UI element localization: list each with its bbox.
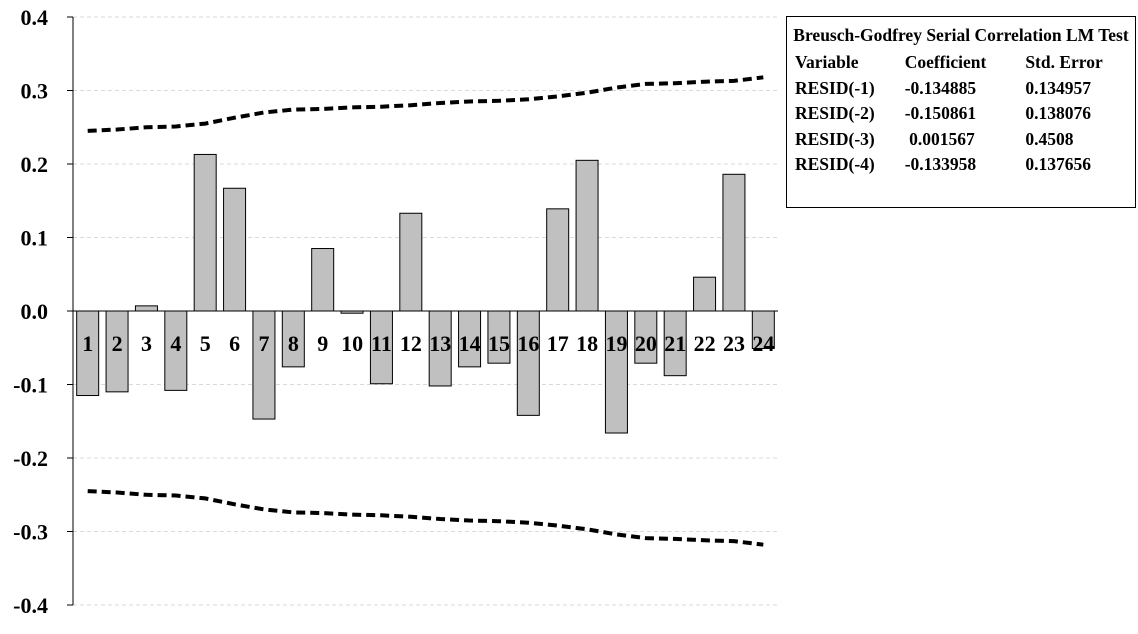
bar [458, 310, 482, 368]
y-tick-label: -0.2 [13, 446, 48, 471]
bar [693, 276, 717, 312]
x-tick-label: 11 [371, 331, 392, 356]
y-axis-ticks: 0.4 0.3 0.2 0.1 0.0 -0.1 -0.2 -0.3 -0.4 [13, 5, 73, 618]
x-tick-label: 12 [400, 331, 422, 356]
bar [634, 310, 658, 364]
bar [105, 310, 129, 393]
bar [76, 310, 100, 397]
x-axis-ticks: 1 2 3 4 5 6 7 8 9 10 11 12 13 14 15 16 17 18 19 20 21 22 23 24 [82, 331, 774, 356]
bar [311, 248, 335, 312]
confidence-bands [87, 75, 764, 547]
x-tick-label: 22 [694, 331, 716, 356]
stats-cell-coefficient: -0.133958 [904, 154, 977, 174]
y-tick-label: -0.4 [13, 593, 48, 618]
stats-row: RESID(-4) -0.133958 0.137656 [795, 152, 1135, 178]
stats-cell-variable: RESID(-1) [795, 77, 875, 98]
bar [369, 310, 393, 385]
x-tick-label: 17 [547, 331, 569, 356]
stats-header-std-error: Std. Error [1025, 52, 1103, 72]
stats-cell-variable: RESID(-3) [795, 128, 875, 149]
stats-header-variable: Variable [795, 52, 859, 72]
x-tick-label: 6 [229, 331, 240, 356]
stats-cell-coefficient: 0.001567 [904, 128, 975, 149]
stats-cell-std-error: 0.4508 [1025, 128, 1074, 149]
bar [663, 310, 687, 377]
stats-row: RESID(-2) -0.150861 0.138076 [795, 101, 1135, 127]
stats-cell-coefficient: -0.150861 [904, 103, 977, 123]
y-tick-label: 0.4 [21, 5, 49, 30]
stats-cell-std-error: 0.134957 [1025, 77, 1091, 98]
x-tick-label: 18 [576, 331, 598, 356]
x-tick-label: 24 [752, 331, 774, 356]
stats-cell-coefficient: -0.134885 [904, 77, 977, 98]
stats-table: Variable Coefficient Std. Error RESID(-1… [795, 50, 1135, 178]
x-tick-label: 19 [605, 331, 627, 356]
x-tick-label: 3 [141, 331, 152, 356]
stats-cell-variable: RESID(-2) [795, 103, 875, 123]
y-tick-label: 0.1 [21, 226, 49, 251]
y-tick-label: 0.0 [21, 299, 49, 324]
bar [722, 173, 746, 312]
bar [340, 310, 364, 314]
x-tick-label: 9 [317, 331, 328, 356]
bar [516, 310, 540, 416]
x-tick-label: 13 [429, 331, 451, 356]
bar [223, 187, 247, 312]
bar [134, 305, 158, 312]
stats-cell-std-error: 0.137656 [1025, 154, 1091, 174]
y-tick-label: -0.1 [13, 373, 48, 398]
x-tick-label: 8 [288, 331, 299, 356]
stats-cell-variable: RESID(-4) [795, 154, 875, 174]
stats-title: Breusch-Godfrey Serial Correlation LM Te… [793, 25, 1129, 45]
x-tick-label: 21 [664, 331, 686, 356]
bar [604, 310, 628, 434]
bar [575, 159, 599, 312]
y-tick-label: 0.3 [21, 79, 49, 104]
bar [399, 212, 423, 312]
x-tick-label: 23 [723, 331, 745, 356]
lower-confidence-band [87, 489, 764, 547]
stats-box: Breusch-Godfrey Serial Correlation LM Te… [786, 16, 1136, 208]
upper-confidence-band [87, 75, 764, 133]
bar [252, 310, 276, 420]
stats-header-row: Variable Coefficient Std. Error [795, 50, 1135, 76]
x-tick-label: 15 [488, 331, 510, 356]
stats-header-coefficient: Coefficient [904, 52, 987, 72]
x-tick-label: 14 [459, 331, 481, 356]
x-tick-label: 2 [112, 331, 123, 356]
x-tick-label: 20 [635, 331, 657, 356]
stats-row: RESID(-1) -0.134885 0.134957 [795, 76, 1135, 102]
bar [281, 310, 305, 368]
x-tick-label: 4 [170, 331, 181, 356]
x-tick-label: 5 [200, 331, 211, 356]
bar [428, 310, 452, 387]
stats-cell-std-error: 0.138076 [1025, 103, 1091, 123]
stats-row: RESID(-3) 0.001567 0.4508 [795, 127, 1135, 153]
bar [487, 310, 511, 364]
bars [76, 153, 775, 434]
x-tick-label: 1 [82, 331, 93, 356]
y-tick-label: -0.3 [13, 520, 48, 545]
bar [546, 208, 570, 312]
bar [751, 310, 775, 349]
bar [193, 153, 217, 312]
x-tick-label: 7 [258, 331, 269, 356]
x-tick-label: 16 [517, 331, 539, 356]
x-tick-label: 10 [341, 331, 363, 356]
y-tick-label: 0.2 [21, 152, 49, 177]
bar [164, 310, 188, 391]
